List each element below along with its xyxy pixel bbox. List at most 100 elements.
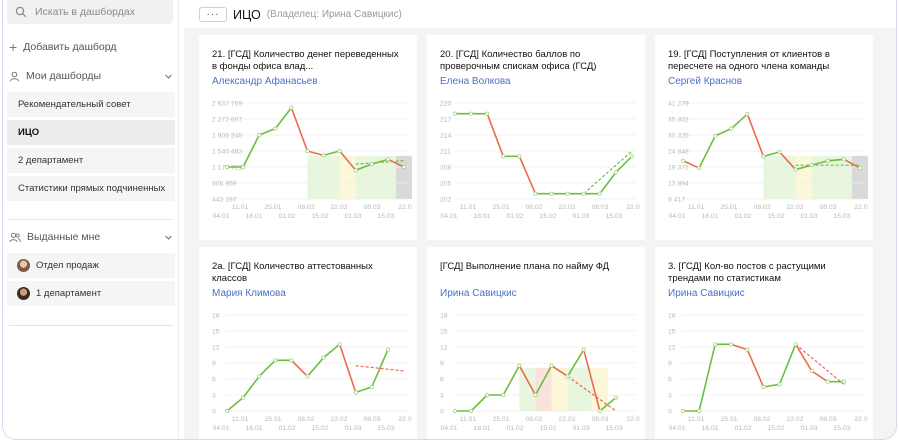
stat-card[interactable]: 19. [ГСД] Поступления от клиентов в пере… bbox=[655, 35, 873, 240]
zone-band bbox=[395, 155, 413, 199]
x-tick-label: 01.03 bbox=[344, 213, 361, 220]
stat-card[interactable]: [ГСД] Выполнение плана по найму ФД Ирина… bbox=[427, 247, 645, 439]
y-tick-label: 12 bbox=[212, 345, 220, 352]
data-point bbox=[565, 191, 570, 196]
y-tick-label: 9 bbox=[668, 361, 672, 368]
data-point bbox=[224, 164, 230, 170]
y-tick-label: 15 bbox=[668, 329, 676, 336]
y-tick-label: 205 bbox=[440, 181, 452, 188]
data-point bbox=[613, 395, 619, 400]
y-tick-label: 202 bbox=[440, 197, 452, 204]
x-tick-label: 01.02 bbox=[506, 425, 523, 432]
data-point bbox=[452, 408, 458, 414]
data-point bbox=[581, 347, 586, 352]
card-owner-link[interactable]: Сергей Краснов bbox=[668, 76, 743, 87]
data-point bbox=[696, 408, 702, 414]
stat-card[interactable]: 21. [ГСД] Количество денег переведенных … bbox=[199, 35, 417, 240]
data-point bbox=[385, 157, 391, 162]
data-point bbox=[517, 154, 522, 159]
data-point bbox=[761, 154, 766, 159]
dashboard-item-recommendation-council[interactable]: Рекомендательный совет bbox=[7, 92, 175, 117]
card-owner-link[interactable]: Мария Климова bbox=[212, 288, 286, 299]
series-segment bbox=[502, 364, 521, 396]
data-point bbox=[485, 111, 490, 116]
card-owner-link[interactable]: Александр Афанасьев bbox=[212, 76, 318, 87]
avatar bbox=[17, 287, 30, 300]
data-point bbox=[809, 163, 814, 168]
series-segment bbox=[682, 159, 700, 169]
data-point bbox=[745, 111, 750, 117]
y-tick-label: 15 bbox=[212, 329, 220, 336]
x-tick-label: 15.02 bbox=[767, 213, 784, 220]
page-title: ИЦО bbox=[233, 7, 261, 22]
x-tick-label: 01.02 bbox=[278, 425, 295, 432]
y-tick-label: 13 894 bbox=[668, 181, 689, 188]
shared-item-sales-department[interactable]: Отдел продаж bbox=[7, 253, 175, 278]
series-segment bbox=[242, 375, 260, 399]
y-tick-label: 6 bbox=[668, 377, 672, 384]
card-title: 2а. [ГСД] Количество аттестованных класс… bbox=[212, 261, 373, 284]
search-icon bbox=[15, 6, 27, 18]
stat-card[interactable]: 2а. [ГСД] Количество аттестованных класс… bbox=[199, 247, 417, 439]
my-dashboards-header[interactable]: Мои дашборды bbox=[9, 70, 173, 82]
stat-card[interactable]: 3. [ГСД] Кол-во постов с растущими тренд… bbox=[655, 247, 873, 439]
x-tick-label: 15.02 bbox=[311, 213, 328, 220]
shared-item-department-1[interactable]: 1 департамент bbox=[7, 281, 175, 306]
zone-band bbox=[567, 367, 592, 411]
add-dashboard-button[interactable]: + Добавить дашборд bbox=[9, 40, 116, 54]
data-point bbox=[729, 126, 734, 131]
series-segment bbox=[338, 343, 357, 394]
avatar bbox=[17, 259, 30, 272]
series-segment bbox=[794, 343, 813, 372]
data-point bbox=[713, 342, 718, 347]
dashboard-item-ico[interactable]: ИЦО bbox=[7, 120, 175, 145]
series-segment bbox=[322, 150, 341, 157]
card-owner-link[interactable]: Ирина Савицкис bbox=[440, 288, 517, 299]
data-point bbox=[533, 392, 538, 398]
x-tick-label: 15.02 bbox=[311, 425, 328, 432]
x-tick-label: 01.03 bbox=[344, 425, 361, 432]
x-tick-label: 22.02 bbox=[558, 416, 575, 423]
data-point bbox=[305, 148, 310, 154]
line-chart: 18 15 12 9 6 3 0 11.01 25.01 08.02 22.02 08.03 22.0 0… bbox=[668, 313, 868, 433]
data-point bbox=[452, 111, 458, 116]
data-point bbox=[825, 379, 830, 384]
card-owner-link[interactable]: Елена Волкова bbox=[440, 76, 511, 87]
data-point bbox=[696, 165, 702, 171]
y-tick-label: 220 bbox=[440, 101, 452, 108]
data-point bbox=[533, 191, 538, 196]
stat-card[interactable]: 20. [ГСД] Количество баллов по проверочн… bbox=[427, 35, 645, 240]
x-tick-label: 01.02 bbox=[734, 425, 751, 432]
y-tick-label: 24 848 bbox=[668, 149, 689, 156]
x-tick-label: 25.01 bbox=[720, 416, 737, 423]
series-segment bbox=[599, 396, 617, 412]
dashboard-item-department-2[interactable]: 2 департамент bbox=[7, 148, 175, 173]
y-tick-label: 9 bbox=[212, 361, 216, 368]
data-point bbox=[337, 342, 342, 347]
shared-item-label: Отдел продаж bbox=[36, 260, 99, 271]
x-tick-label: 22.0 bbox=[854, 416, 867, 423]
data-point bbox=[761, 384, 766, 390]
dashboard-header: ··· ИЦО (Владелец: Ирина Савицкис) bbox=[199, 7, 402, 22]
x-tick-label: 08.03 bbox=[819, 416, 836, 423]
x-tick-label: 15.03 bbox=[833, 213, 850, 220]
x-tick-label: 15.02 bbox=[539, 425, 556, 432]
trend-line bbox=[795, 343, 845, 385]
y-tick-label: 3 bbox=[212, 393, 216, 400]
y-tick-label: 217 bbox=[440, 117, 452, 124]
x-tick-label: 22.02 bbox=[330, 416, 347, 423]
zone-band bbox=[551, 367, 568, 411]
dashboard-item-direct-reports-stats[interactable]: Статистики прямых подчиненных bbox=[7, 176, 175, 201]
y-tick-label: 41 279 bbox=[668, 101, 689, 108]
data-point bbox=[321, 153, 326, 158]
series-segment bbox=[371, 158, 389, 165]
data-point bbox=[273, 358, 278, 363]
data-point bbox=[224, 408, 230, 414]
card-owner-link[interactable]: Ирина Савицкис bbox=[668, 288, 745, 299]
x-tick-label: 15.03 bbox=[377, 425, 394, 432]
more-options-button[interactable]: ··· bbox=[199, 7, 227, 22]
y-tick-label: 3 bbox=[440, 393, 444, 400]
search-input[interactable]: Искать в дашбордах bbox=[7, 0, 173, 24]
card-title: [ГСД] Выполнение плана по найму ФД bbox=[440, 261, 610, 272]
shared-with-me-header[interactable]: Выданные мне bbox=[9, 231, 173, 243]
